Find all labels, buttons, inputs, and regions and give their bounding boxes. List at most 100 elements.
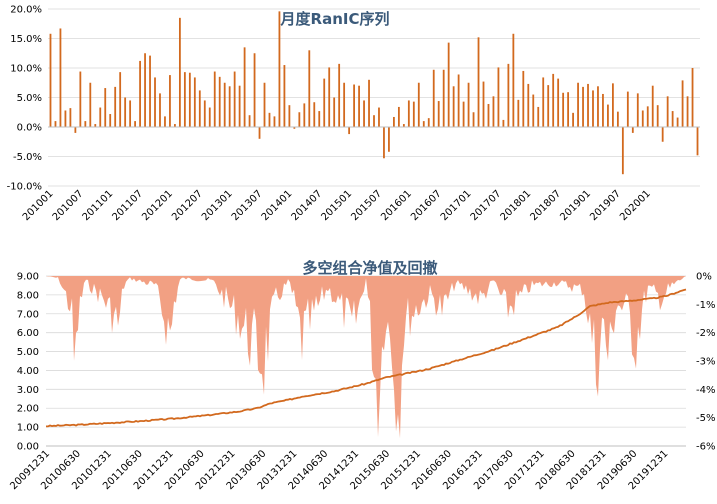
chart1-bar xyxy=(124,97,127,127)
chart1-bar xyxy=(109,114,112,127)
chart2-left-y-tick-label: 7.00 xyxy=(17,309,39,320)
chart1-bar xyxy=(582,86,584,127)
chart2-left-y-tick-label: 4.00 xyxy=(17,366,39,377)
chart1-bar xyxy=(402,124,405,127)
chart2-drawdown-series xyxy=(46,276,686,439)
chart1-bar xyxy=(268,112,271,127)
chart1-bar xyxy=(393,116,395,127)
chart1-bar xyxy=(651,85,654,127)
chart1-bar xyxy=(612,83,614,127)
chart1-bar xyxy=(263,82,266,127)
chart2-drawdown-area xyxy=(46,276,686,439)
chart1-bar xyxy=(666,96,669,127)
chart1-y-tick-label: -10.0% xyxy=(7,182,42,193)
chart1-bar xyxy=(607,104,609,127)
chart2-title: 多空组合净值及回撤 xyxy=(302,259,437,277)
chart2-right-y-tick-label: -3% xyxy=(696,357,715,368)
chart1-bar xyxy=(328,67,331,127)
chart1-bar xyxy=(696,127,699,156)
chart1-bar xyxy=(656,105,659,127)
chart1-bar xyxy=(159,93,161,127)
chart1-bar xyxy=(218,76,221,127)
chart1-bar xyxy=(348,127,351,135)
chart2-right-y-tick-label: -2% xyxy=(696,328,715,339)
chart1-bar xyxy=(383,127,385,159)
chart1-bar xyxy=(208,107,211,127)
chart1-bar xyxy=(193,77,196,127)
chart1-bar xyxy=(512,33,515,127)
chart1-bar xyxy=(417,82,420,127)
chart1-bar xyxy=(527,83,530,127)
chart1-bar xyxy=(507,63,510,127)
chart1-y-tick-label: 5.0% xyxy=(17,93,42,104)
chart2-left-y-tick-label: 9.00 xyxy=(17,272,39,283)
chart1-bar xyxy=(577,82,579,127)
chart1-bar xyxy=(164,116,166,127)
chart1-bar xyxy=(686,96,689,127)
chart1-bar xyxy=(557,78,560,127)
chart1-bar xyxy=(681,80,684,127)
chart1-bar xyxy=(119,72,122,127)
chart2-left-y-tick-label: 1.00 xyxy=(17,423,39,434)
chart1-bar xyxy=(621,127,624,175)
chart1-bar xyxy=(388,127,390,152)
chart1-bar xyxy=(79,71,82,127)
chart1-bar xyxy=(412,101,415,127)
chart1-bar xyxy=(497,67,500,127)
chart1-y-tick-label: 0.0% xyxy=(17,123,42,134)
chart1-bar xyxy=(154,77,156,127)
chart1-bar xyxy=(333,97,336,127)
chart1-bar xyxy=(99,107,102,127)
chart1-bar xyxy=(74,127,77,133)
chart1-bar xyxy=(139,60,141,127)
chart1-bar xyxy=(427,118,430,127)
chart2-left-y-tick-label: 6.00 xyxy=(17,328,39,339)
chart1-bar xyxy=(597,86,599,127)
chart1-bar xyxy=(213,71,216,127)
chart1-bar xyxy=(49,33,52,127)
chart1-bar xyxy=(308,50,311,127)
chart1-bar xyxy=(233,71,236,127)
chart1-bar xyxy=(646,106,649,127)
chart1-bar xyxy=(422,121,425,127)
chart1-bar xyxy=(198,90,201,127)
chart1-bar xyxy=(437,101,440,127)
chart1-bar xyxy=(258,127,261,139)
chart1-bar xyxy=(562,92,565,127)
chart1-bars xyxy=(49,11,699,175)
chart2-nav-line xyxy=(46,288,687,428)
chart1-bar xyxy=(238,85,241,127)
chart1-bar xyxy=(94,124,97,127)
chart1-bar xyxy=(283,65,286,127)
chart1-bar xyxy=(462,101,465,127)
chart1-bar xyxy=(482,81,485,127)
chart1-bar xyxy=(532,94,535,127)
chart1-bar xyxy=(278,11,281,127)
chart2-right-y-tick-label: -6% xyxy=(696,442,715,453)
chart1-bar xyxy=(343,82,346,127)
chart1-bar xyxy=(452,86,455,127)
chart1-title: 月度RanIC序列 xyxy=(280,10,390,28)
chart2-right-y-tick-label: -5% xyxy=(696,413,715,424)
chart1-y-tick-label: 10.0% xyxy=(10,64,42,75)
chart1-bar xyxy=(313,102,316,127)
chart1-bar xyxy=(661,127,664,142)
chart1-y-axis: 20.0% 15.0% 10.0% 5.0% 0.0% -5.0% -10.0% xyxy=(7,5,42,193)
chart1-bar xyxy=(636,93,639,127)
chart1-bar xyxy=(626,91,629,127)
chart1-bar xyxy=(477,37,480,127)
chart1-bar xyxy=(303,103,306,127)
chart1-bar xyxy=(288,105,291,127)
chart1-bar xyxy=(572,112,574,127)
chart1-bar xyxy=(378,107,380,127)
chart2-left-y-tick-label: 5.00 xyxy=(17,347,39,358)
chart1-bar xyxy=(487,103,490,127)
chart1-bar xyxy=(602,93,604,127)
chart1-bar xyxy=(273,116,276,127)
chart1-bar xyxy=(243,47,246,127)
chart1-bar xyxy=(671,111,674,127)
chart1-bar xyxy=(358,85,360,127)
chart1-bar xyxy=(363,100,365,127)
